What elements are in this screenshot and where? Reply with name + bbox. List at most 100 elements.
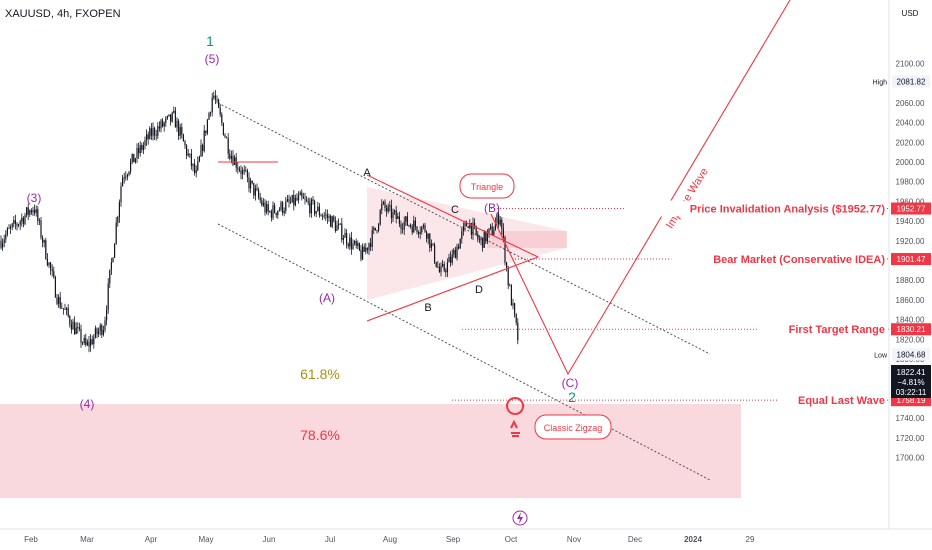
candle-body — [408, 225, 410, 227]
candle-body — [165, 118, 167, 123]
y-tick-label: 2100.00 — [896, 60, 925, 69]
candle-body — [451, 254, 453, 263]
candle-body — [398, 216, 400, 224]
candle-body — [181, 127, 183, 135]
candle-body — [306, 199, 308, 201]
candle-body — [125, 176, 127, 178]
candle-body — [493, 230, 495, 236]
candle-body — [96, 328, 98, 335]
candle-body — [486, 232, 488, 242]
candle-body — [131, 153, 133, 162]
candle-body — [358, 243, 360, 251]
y-tick-label: 1880.00 — [896, 276, 925, 285]
wave-label-C-11: (C) — [562, 376, 579, 390]
candle-body — [189, 153, 191, 155]
candle-body — [254, 188, 256, 196]
candle-body — [101, 325, 103, 335]
candle-body — [304, 198, 306, 200]
candle-body — [318, 206, 320, 216]
y-tick-label: 1940.00 — [896, 217, 925, 226]
candle-body — [14, 220, 16, 224]
candle-body — [475, 226, 477, 235]
candle-body — [195, 170, 197, 174]
candle-body — [120, 186, 122, 203]
candle-body — [173, 110, 175, 113]
candle-body — [253, 183, 255, 196]
candle-body — [430, 243, 432, 248]
candle-body — [349, 237, 351, 247]
currency-label: USD — [902, 9, 919, 18]
candle-body — [326, 214, 328, 219]
candle-body — [262, 202, 264, 206]
candle-body — [341, 223, 343, 240]
candle-body — [450, 256, 452, 263]
candle-body — [11, 223, 13, 228]
candle-body — [258, 190, 260, 198]
candle-body — [469, 223, 471, 229]
candle-body — [166, 116, 168, 119]
candle-body — [270, 211, 272, 218]
wave-label-4-3: (4) — [80, 397, 95, 411]
candle-body — [267, 204, 269, 212]
y-tick-label: 1920.00 — [896, 237, 925, 246]
candle-body — [10, 227, 12, 229]
candle-body — [54, 277, 56, 298]
candle-body — [491, 226, 493, 236]
candle-body — [219, 107, 221, 115]
candle-body — [502, 228, 504, 238]
wave-label-5-1: (5) — [205, 52, 220, 66]
candle-body — [480, 238, 482, 241]
candle-body — [144, 140, 146, 146]
level-label-2: First Target Range — [789, 324, 885, 336]
y-tick-label: 1720.00 — [896, 434, 925, 443]
level-label-bg-3 — [777, 392, 886, 409]
x-tick-label-4: Jun — [263, 535, 276, 544]
candle-body — [91, 339, 93, 345]
candle-body — [259, 197, 261, 201]
candle-body — [19, 221, 21, 225]
lightbulb-icon — [506, 397, 524, 437]
candle-body — [227, 138, 229, 154]
candle-body — [314, 201, 316, 214]
x-tick-label-9: Nov — [567, 535, 581, 544]
candle-body — [110, 262, 112, 270]
candle-body — [163, 122, 165, 127]
triangle-callout-text: Triangle — [471, 182, 503, 192]
candle-body — [381, 203, 383, 211]
level-label-bg-0 — [625, 200, 886, 217]
candle-body — [510, 285, 512, 306]
candle-body — [229, 153, 231, 159]
candle-body — [309, 202, 311, 214]
candle-body — [3, 239, 5, 243]
candle-body — [298, 195, 300, 201]
candle-body — [248, 177, 250, 189]
level-label-bg-2 — [757, 321, 886, 338]
channel-lower-line — [217, 223, 711, 481]
candle-body — [61, 307, 63, 309]
candle-body — [48, 262, 50, 266]
candle-body — [77, 327, 79, 329]
y-tick-label: 2040.00 — [896, 119, 925, 128]
candle-body — [133, 153, 135, 163]
candle-body — [517, 322, 519, 341]
x-tick-label-12: 29 — [746, 535, 755, 544]
y-tick-label: 2020.00 — [896, 138, 925, 147]
wave-label-C-7: C — [451, 204, 459, 216]
candle-body — [435, 262, 437, 267]
candle-body — [8, 228, 10, 230]
impulse-wave-label: Impulse Wave — [664, 166, 711, 231]
candle-body — [320, 215, 322, 217]
candle-body — [216, 99, 218, 101]
candle-body — [315, 211, 317, 214]
candle-body — [280, 202, 282, 210]
candle-body — [453, 250, 455, 255]
candle-body — [69, 316, 71, 325]
x-tick-label-2: Apr — [145, 535, 158, 544]
candle-body — [266, 204, 268, 213]
price-axis-panel — [889, 0, 932, 550]
candle-body — [462, 226, 464, 232]
candle-body — [226, 137, 228, 139]
candle-body — [126, 174, 128, 177]
